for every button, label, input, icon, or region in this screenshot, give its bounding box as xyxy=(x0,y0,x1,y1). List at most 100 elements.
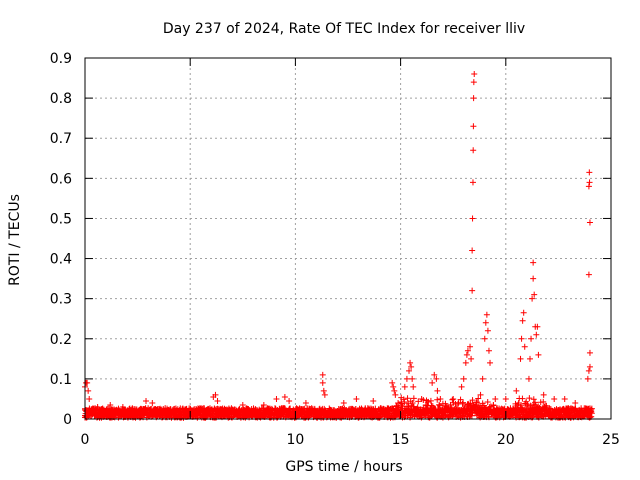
x-tick-label: 15 xyxy=(392,432,410,448)
data-point xyxy=(469,287,476,294)
data-point xyxy=(85,387,92,394)
y-tick-label: 0.3 xyxy=(50,292,72,308)
data-point xyxy=(586,349,593,356)
data-point xyxy=(469,397,476,404)
data-point xyxy=(530,259,537,266)
data-point xyxy=(428,402,435,409)
data-point xyxy=(588,410,595,417)
data-point xyxy=(457,396,464,403)
data-point xyxy=(409,375,416,382)
data-point xyxy=(470,123,477,130)
ticks: 0 0.1 0.2 0.3 0.4 0.5 0.6 0.7 0.8 0.9 0 5 10 15 20 25 xyxy=(50,51,620,448)
data-point xyxy=(406,367,413,374)
data-point xyxy=(586,219,593,226)
data-point xyxy=(586,363,593,370)
data-point xyxy=(260,401,267,408)
data-point xyxy=(463,351,470,358)
grid xyxy=(85,58,611,419)
data-point xyxy=(94,403,101,410)
data-point xyxy=(475,395,482,402)
data-point xyxy=(462,359,469,366)
data-point xyxy=(425,398,432,405)
data-point xyxy=(530,275,537,282)
data-point xyxy=(460,399,467,406)
data-point xyxy=(239,401,246,408)
data-point xyxy=(410,395,417,402)
data-point xyxy=(519,395,526,402)
data-point xyxy=(214,397,221,404)
data-point xyxy=(372,405,379,412)
data-point xyxy=(447,401,454,408)
data-point xyxy=(401,399,408,406)
data-point xyxy=(487,359,494,366)
data-point xyxy=(149,399,156,406)
data-point xyxy=(390,383,397,390)
data-point xyxy=(143,397,150,404)
data-point xyxy=(483,311,490,318)
data-point xyxy=(436,401,443,408)
y-tick-label: 0.5 xyxy=(50,211,72,227)
data-point xyxy=(408,363,415,370)
data-point xyxy=(119,403,126,410)
data-point xyxy=(484,398,491,405)
data-point xyxy=(442,412,449,419)
data-point xyxy=(585,271,592,278)
data-point xyxy=(530,396,537,403)
data-point xyxy=(469,215,476,222)
data-point xyxy=(441,412,448,419)
data-point xyxy=(526,395,533,402)
data-point xyxy=(281,393,288,400)
data-point xyxy=(180,414,187,421)
data-point xyxy=(551,395,558,402)
data-point xyxy=(400,396,407,403)
data-point xyxy=(401,383,408,390)
data-point xyxy=(504,406,511,413)
data-point xyxy=(572,399,579,406)
data-point xyxy=(534,323,541,330)
data-point xyxy=(107,401,114,408)
data-point xyxy=(408,412,415,419)
data-point xyxy=(492,395,499,402)
plot-frame xyxy=(84,57,612,420)
data-point xyxy=(464,347,471,354)
data-point xyxy=(415,398,422,405)
data-point xyxy=(319,371,326,378)
data-point xyxy=(533,331,540,338)
data-point xyxy=(370,397,377,404)
data-point xyxy=(531,291,538,298)
data-point xyxy=(458,383,465,390)
data-point xyxy=(470,95,477,102)
data-point xyxy=(487,403,494,410)
data-point xyxy=(512,400,519,407)
data-point xyxy=(450,395,457,402)
y-tick-label: 0.7 xyxy=(50,131,72,147)
y-tick-label: 0.8 xyxy=(50,91,72,107)
data-point xyxy=(115,414,122,421)
data-point xyxy=(392,391,399,398)
data-point xyxy=(532,399,539,406)
data-point xyxy=(519,317,526,324)
data-point xyxy=(586,169,593,176)
data-point xyxy=(529,295,536,302)
data-point xyxy=(468,355,475,362)
y-tick-label: 0 xyxy=(63,412,72,428)
data-point xyxy=(403,375,410,382)
y-tick-label: 0.2 xyxy=(50,332,72,348)
data-point xyxy=(585,367,592,374)
data-point xyxy=(398,400,405,407)
data-point xyxy=(467,343,474,350)
data-point xyxy=(409,400,416,407)
y-tick-label: 0.6 xyxy=(50,171,72,187)
data-point xyxy=(286,397,293,404)
x-tick-label: 20 xyxy=(497,432,515,448)
data-point xyxy=(469,247,476,254)
data-point xyxy=(526,355,533,362)
x-tick-label: 0 xyxy=(81,432,90,448)
data-point xyxy=(320,387,327,394)
data-point xyxy=(436,402,443,409)
data-point xyxy=(466,411,473,418)
y-axis-label: ROTI / TECUs xyxy=(7,194,23,286)
data-point xyxy=(434,396,441,403)
data-point xyxy=(340,399,347,406)
data-point xyxy=(525,375,532,382)
